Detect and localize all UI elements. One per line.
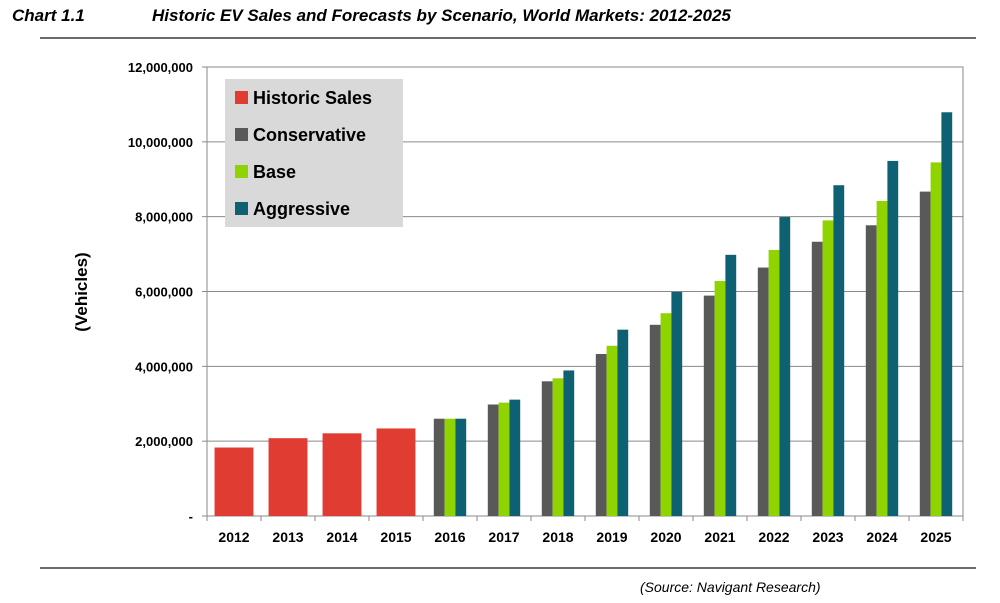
x-tick-label: 2025 — [920, 529, 951, 545]
bar-aggressive-2022 — [779, 217, 791, 516]
bar-conservative-2016 — [433, 418, 445, 516]
legend-swatch-historic-sales — [235, 91, 248, 104]
bar-conservative-2021 — [703, 295, 715, 516]
y-tick-label: 8,000,000 — [135, 210, 193, 225]
bar-aggressive-2024 — [887, 160, 899, 516]
bar-base-2017 — [498, 402, 510, 516]
bar-conservative-2022 — [757, 267, 769, 516]
bar-conservative-2017 — [487, 404, 499, 516]
y-axis-ticks: - 2,000,000 4,000,000 6,000,000 8,000,000 10,… — [128, 60, 207, 524]
bar-conservative-2019 — [595, 353, 607, 516]
bar-base-2018 — [552, 378, 564, 516]
bar-aggressive-2023 — [833, 185, 845, 516]
bar-aggressive-2017 — [509, 399, 521, 516]
bar-aggressive-2020 — [671, 291, 683, 516]
legend-swatch-base — [235, 165, 248, 178]
x-tick-label: 2021 — [704, 529, 735, 545]
bar-historic-sales-2013 — [268, 438, 308, 516]
chart-number: Chart 1.1 — [12, 6, 85, 25]
y-axis-label: (Vehicles) — [72, 252, 91, 331]
legend-swatch-conservative — [235, 128, 248, 141]
x-tick-label: 2023 — [812, 529, 843, 545]
bar-base-2021 — [714, 281, 726, 516]
bar-historic-sales-2015 — [376, 428, 416, 516]
chart-title: Historic EV Sales and Forecasts by Scena… — [152, 6, 731, 25]
bar-conservative-2018 — [541, 381, 553, 516]
y-tick-label: 12,000,000 — [128, 60, 193, 75]
chart-svg: - 2,000,000 4,000,000 6,000,000 8,000,000 10,… — [72, 60, 964, 545]
top-divider — [40, 37, 976, 39]
y-tick-label: 2,000,000 — [135, 434, 193, 449]
x-tick-label: 2020 — [650, 529, 681, 545]
y-tick-label: 10,000,000 — [128, 135, 193, 150]
bar-conservative-2020 — [649, 324, 661, 516]
bar-conservative-2023 — [811, 241, 823, 516]
bar-aggressive-2019 — [617, 329, 629, 516]
x-tick-label: 2018 — [542, 529, 573, 545]
x-tick-label: 2016 — [434, 529, 465, 545]
bar-aggressive-2021 — [725, 254, 737, 516]
bar-aggressive-2016 — [455, 418, 467, 516]
bar-aggressive-2025 — [941, 112, 953, 516]
x-tick-label: 2015 — [380, 529, 411, 545]
x-tick-label: 2017 — [488, 529, 519, 545]
y-tick-label: 4,000,000 — [135, 359, 193, 374]
legend-label-aggressive: Aggressive — [253, 199, 350, 219]
legend-label-historic-sales: Historic Sales — [253, 88, 372, 108]
bar-conservative-2024 — [865, 225, 877, 516]
legend-box — [225, 79, 403, 227]
chart-header: Chart 1.1 Historic EV Sales and Forecast… — [0, 0, 1000, 40]
legend-label-base: Base — [253, 162, 296, 182]
bars — [214, 112, 953, 517]
bar-base-2016 — [444, 418, 456, 516]
legend-label-conservative: Conservative — [253, 125, 366, 145]
x-tick-label: 2022 — [758, 529, 789, 545]
bar-base-2024 — [876, 200, 888, 516]
bar-base-2019 — [606, 345, 618, 516]
bar-base-2020 — [660, 313, 672, 516]
bar-historic-sales-2012 — [214, 447, 254, 516]
y-tick-label: - — [189, 509, 193, 524]
x-tick-label: 2024 — [866, 529, 897, 545]
source-note: (Source: Navigant Research) — [640, 579, 821, 595]
bar-aggressive-2018 — [563, 370, 575, 516]
bar-base-2025 — [930, 162, 942, 516]
bottom-divider — [40, 567, 976, 569]
x-tick-label: 2013 — [272, 529, 303, 545]
x-tick-label: 2012 — [218, 529, 249, 545]
bar-conservative-2025 — [919, 191, 931, 516]
legend: Historic Sales Conservative Base Aggressive — [225, 79, 403, 227]
bar-base-2023 — [822, 220, 834, 517]
bar-historic-sales-2014 — [322, 433, 362, 516]
y-tick-label: 6,000,000 — [135, 285, 193, 300]
legend-swatch-aggressive — [235, 202, 248, 215]
x-tick-label: 2019 — [596, 529, 627, 545]
x-tick-label: 2014 — [326, 529, 357, 545]
x-axis-ticks: 2012 2013 2014 2015 2016 2017 2018 2019 2020 2021… — [206, 516, 964, 545]
bar-base-2022 — [768, 249, 780, 516]
